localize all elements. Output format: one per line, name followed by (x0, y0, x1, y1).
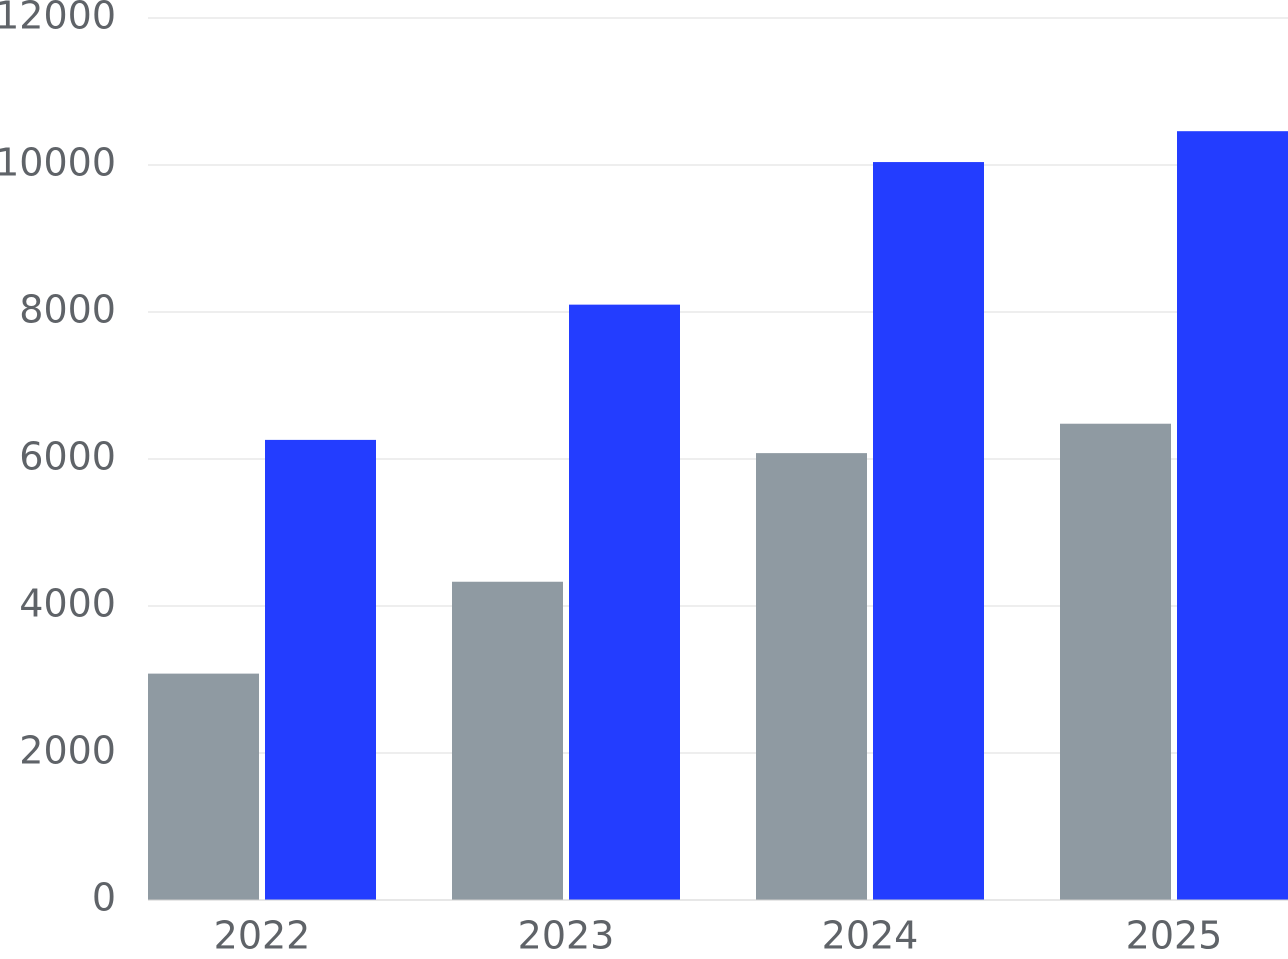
bar (756, 453, 867, 900)
x-tick-label: 2024 (822, 914, 919, 958)
y-tick-label: 0 (92, 876, 116, 920)
y-tick-label: 2000 (19, 729, 116, 773)
bar (452, 581, 563, 900)
y-tick-label: 12000 (0, 0, 116, 38)
x-tick-label: 2025 (1126, 914, 1223, 958)
bar (569, 304, 680, 900)
bar (265, 439, 376, 900)
y-tick-label: 8000 (19, 288, 116, 332)
bar (148, 673, 259, 900)
y-tick-label: 4000 (19, 582, 116, 626)
y-tick-label: 10000 (0, 141, 116, 185)
bar (873, 162, 984, 900)
bar (1060, 423, 1171, 900)
bar (1177, 131, 1288, 900)
x-tick-label: 2023 (518, 914, 615, 958)
x-tick-label: 2022 (214, 914, 311, 958)
y-tick-label: 6000 (19, 435, 116, 479)
